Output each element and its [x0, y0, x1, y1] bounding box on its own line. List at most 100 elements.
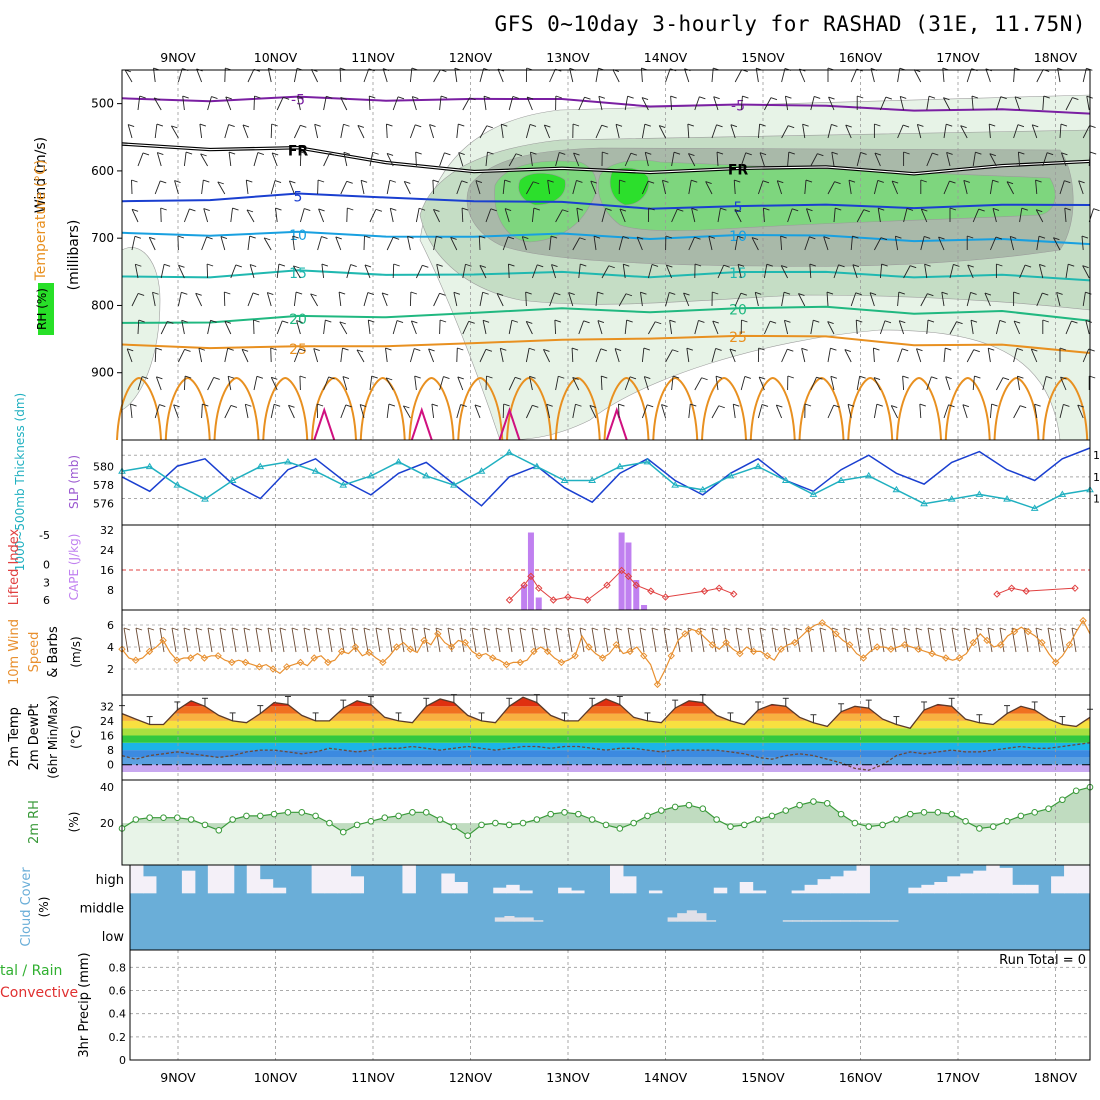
- wind-barb: [288, 180, 295, 195]
- wind10-barb: [471, 627, 477, 653]
- wind-barb: [318, 208, 325, 223]
- wind-barb: [686, 348, 690, 363]
- wind10-barb: [255, 627, 263, 631]
- rh-tick-label: 20: [100, 817, 114, 830]
- wind-barb: [131, 209, 139, 223]
- wind-barb: [514, 376, 522, 380]
- cloud-high-bar: [350, 876, 365, 894]
- wind-barb: [418, 207, 426, 211]
- wind-barb: [572, 237, 580, 251]
- wind-barb: [134, 235, 142, 239]
- wind-barb: [687, 123, 694, 127]
- wind10-barb: [543, 627, 551, 631]
- wind10-barb: [627, 627, 633, 653]
- wind-barb: [321, 236, 328, 239]
- wind-barb: [293, 348, 300, 363]
- wind-barb: [1018, 151, 1025, 155]
- cloud-middle-bar: [523, 917, 534, 922]
- wind-barb: [578, 97, 585, 111]
- wind-barb: [569, 68, 574, 83]
- wind10-barb: [759, 627, 767, 631]
- wind-barb: [282, 96, 290, 100]
- wind-barb: [989, 153, 996, 157]
- wind-barb: [672, 349, 679, 353]
- rh-shade: [597, 159, 1056, 231]
- wind-barb: [343, 123, 350, 127]
- wind-barb: [769, 320, 777, 324]
- wind-barb: [182, 95, 189, 99]
- wind-barb: [386, 153, 394, 167]
- wind-barb: [902, 376, 905, 391]
- wind-barb: [899, 96, 905, 111]
- cloud-middle-bar: [696, 913, 707, 922]
- wind-barb: [183, 152, 187, 167]
- wind-barb: [213, 376, 220, 380]
- rh2m-marker: [174, 814, 181, 822]
- wind-barb: [699, 96, 706, 100]
- cloud-high-bar: [947, 876, 961, 894]
- wind10-barb: [267, 627, 275, 631]
- wind-barb: [543, 348, 550, 352]
- wind10-barb: [591, 627, 599, 631]
- cloud-middle-bar: [792, 920, 803, 922]
- wind-barb: [326, 95, 333, 99]
- wind10-barb: [507, 627, 513, 653]
- temp-band: [122, 750, 1090, 758]
- wind-barb: [759, 152, 765, 167]
- wind-barb: [626, 319, 633, 323]
- wind-barb: [740, 292, 748, 296]
- rh2m-marker: [547, 810, 554, 818]
- wind-speed-marker: [598, 654, 607, 662]
- wind-barb: [371, 375, 378, 379]
- rh-shade: [121, 247, 161, 411]
- wind-barb: [533, 207, 541, 211]
- wind-barb: [156, 152, 162, 167]
- wind-barb: [669, 320, 673, 335]
- wind-barb: [938, 236, 945, 240]
- wind-barb: [483, 96, 487, 111]
- wind-barb: [174, 180, 181, 183]
- wind-barb: [1078, 180, 1084, 195]
- wind-barb: [386, 404, 390, 419]
- wind-barb: [531, 264, 538, 279]
- wind-barb: [705, 181, 713, 195]
- wind-barb: [989, 180, 994, 195]
- wind-speed-marker: [118, 645, 126, 653]
- wind-barb: [482, 320, 487, 335]
- wind-barb: [224, 348, 229, 363]
- wind-barb: [740, 96, 743, 111]
- wind-barb: [1014, 96, 1022, 100]
- isotherm-line: [506, 376, 552, 441]
- wind-barb: [740, 376, 746, 391]
- wind-barb: [715, 376, 719, 391]
- wind-barb: [614, 348, 620, 363]
- wind-barb: [412, 96, 419, 100]
- rh2m-marker: [1072, 787, 1080, 795]
- wind-barb: [775, 404, 783, 419]
- wind-barb: [178, 264, 185, 268]
- wind-barb: [919, 404, 922, 419]
- isotherm-line: [847, 376, 894, 441]
- wind-barb: [1082, 265, 1090, 279]
- wind10-barb: [915, 627, 923, 631]
- top-day-label: 17NOV: [936, 50, 980, 65]
- wind10-barb: [519, 627, 527, 631]
- wind-barb: [787, 375, 794, 379]
- rh2m-marker: [823, 800, 831, 807]
- wind-barb: [920, 179, 927, 183]
- wind-barb: [152, 292, 156, 307]
- wind10-barb: [171, 627, 177, 653]
- wind-barb: [385, 377, 394, 391]
- wind-barb: [148, 237, 156, 251]
- wind-barb: [920, 236, 925, 251]
- wind10-barb: [675, 627, 683, 631]
- wind-barb: [342, 347, 349, 351]
- thickness-line: [121, 451, 1091, 510]
- wind-barb: [154, 180, 161, 195]
- wind-barb: [246, 179, 253, 183]
- wind-barb: [266, 292, 272, 307]
- cloud-middle-bar: [494, 917, 505, 922]
- wind-barb: [917, 123, 924, 127]
- wind-barb: [220, 236, 226, 251]
- wind-barb: [241, 349, 249, 363]
